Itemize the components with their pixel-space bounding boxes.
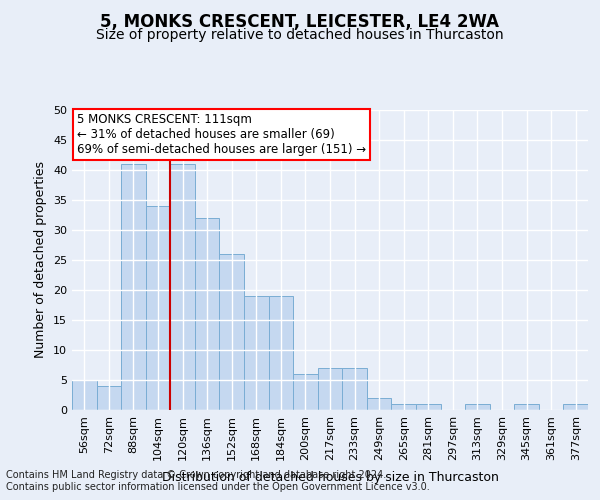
- Bar: [170, 164, 195, 410]
- Text: Size of property relative to detached houses in Thurcaston: Size of property relative to detached ho…: [96, 28, 504, 42]
- X-axis label: Distribution of detached houses by size in Thurcaston: Distribution of detached houses by size …: [161, 471, 499, 484]
- Bar: [342, 368, 367, 410]
- Bar: [563, 404, 588, 410]
- Bar: [391, 404, 416, 410]
- Bar: [146, 206, 170, 410]
- Bar: [293, 374, 318, 410]
- Bar: [514, 404, 539, 410]
- Bar: [72, 380, 97, 410]
- Bar: [269, 296, 293, 410]
- Bar: [121, 164, 146, 410]
- Text: 5 MONKS CRESCENT: 111sqm
← 31% of detached houses are smaller (69)
69% of semi-d: 5 MONKS CRESCENT: 111sqm ← 31% of detach…: [77, 113, 366, 156]
- Text: Contains HM Land Registry data © Crown copyright and database right 2024.: Contains HM Land Registry data © Crown c…: [6, 470, 386, 480]
- Bar: [220, 254, 244, 410]
- Text: Contains public sector information licensed under the Open Government Licence v3: Contains public sector information licen…: [6, 482, 430, 492]
- Bar: [244, 296, 269, 410]
- Bar: [97, 386, 121, 410]
- Bar: [195, 218, 220, 410]
- Bar: [318, 368, 342, 410]
- Y-axis label: Number of detached properties: Number of detached properties: [34, 162, 47, 358]
- Bar: [367, 398, 391, 410]
- Bar: [465, 404, 490, 410]
- Text: 5, MONKS CRESCENT, LEICESTER, LE4 2WA: 5, MONKS CRESCENT, LEICESTER, LE4 2WA: [101, 12, 499, 30]
- Bar: [416, 404, 440, 410]
